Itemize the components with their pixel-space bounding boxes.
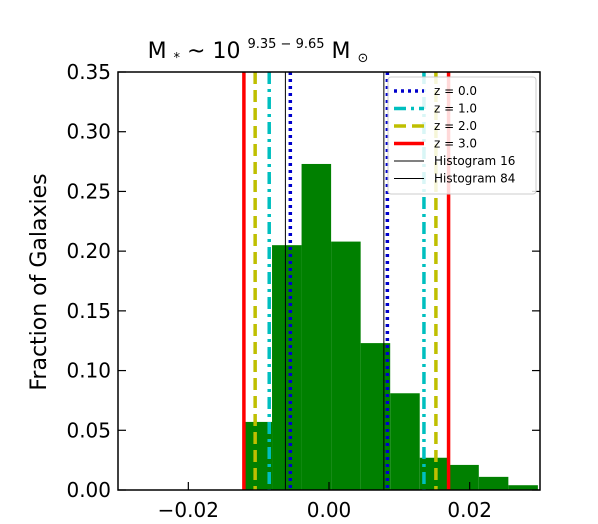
legend: z = 0.0 z = 1.0 z = 2.0 z = 3.0 Histogram 16… xyxy=(387,76,537,195)
title-base: M xyxy=(148,39,167,64)
histogram-bar-2 xyxy=(301,163,332,490)
histogram-bars xyxy=(242,163,538,490)
y-tick-label-4: 0.20 xyxy=(66,239,111,263)
legend-box xyxy=(387,76,537,195)
histogram-bar-7 xyxy=(449,464,479,490)
histogram-bar-0 xyxy=(242,421,273,490)
title-sup: 9.35 − 9.65 xyxy=(247,37,324,52)
y-tick-label-1: 0.05 xyxy=(66,418,111,442)
x-tick-label-0: −0.02 xyxy=(158,498,219,522)
y-tick-label-6: 0.30 xyxy=(66,120,111,144)
histogram-bar-4 xyxy=(360,343,391,490)
y-tick-label-5: 0.25 xyxy=(66,179,111,203)
y-tick-label-7: 0.35 xyxy=(66,60,111,84)
title-unit-sub: ⊙ xyxy=(358,51,369,66)
legend-label-4: Histogram 16 xyxy=(434,154,515,168)
x-tick-label-2: 0.02 xyxy=(447,498,492,522)
legend-label-1: z = 1.0 xyxy=(434,102,477,116)
y-axis-label: Fraction of Galaxies xyxy=(27,173,52,390)
y-tick-label-0: 0.00 xyxy=(66,478,111,502)
title-sep: ~ 10 xyxy=(187,39,240,64)
axis-ticks: −0.02 0.00 0.02 0.00 0.05 0.10 0.15 0.20 0.25 0.3… xyxy=(66,60,540,522)
legend-label-2: z = 2.0 xyxy=(434,119,477,133)
y-tick-label-3: 0.15 xyxy=(66,299,111,323)
legend-label-5: Histogram 84 xyxy=(434,172,515,186)
histogram-bar-1 xyxy=(272,245,302,490)
histogram-bar-5 xyxy=(390,393,420,490)
histogram-bar-8 xyxy=(478,476,509,490)
legend-label-0: z = 0.0 xyxy=(434,84,477,98)
legend-label-3: z = 3.0 xyxy=(434,137,477,151)
chart-title: M * ~ 10 9.35 − 9.65 M ⊙ xyxy=(148,29,369,68)
title-unit: M xyxy=(332,39,351,64)
title-sub: * xyxy=(174,51,181,66)
y-tick-label-2: 0.10 xyxy=(66,359,111,383)
histogram-bar-3 xyxy=(331,241,361,490)
x-tick-label-1: 0.00 xyxy=(307,498,352,522)
histogram-bar-9 xyxy=(508,485,538,490)
